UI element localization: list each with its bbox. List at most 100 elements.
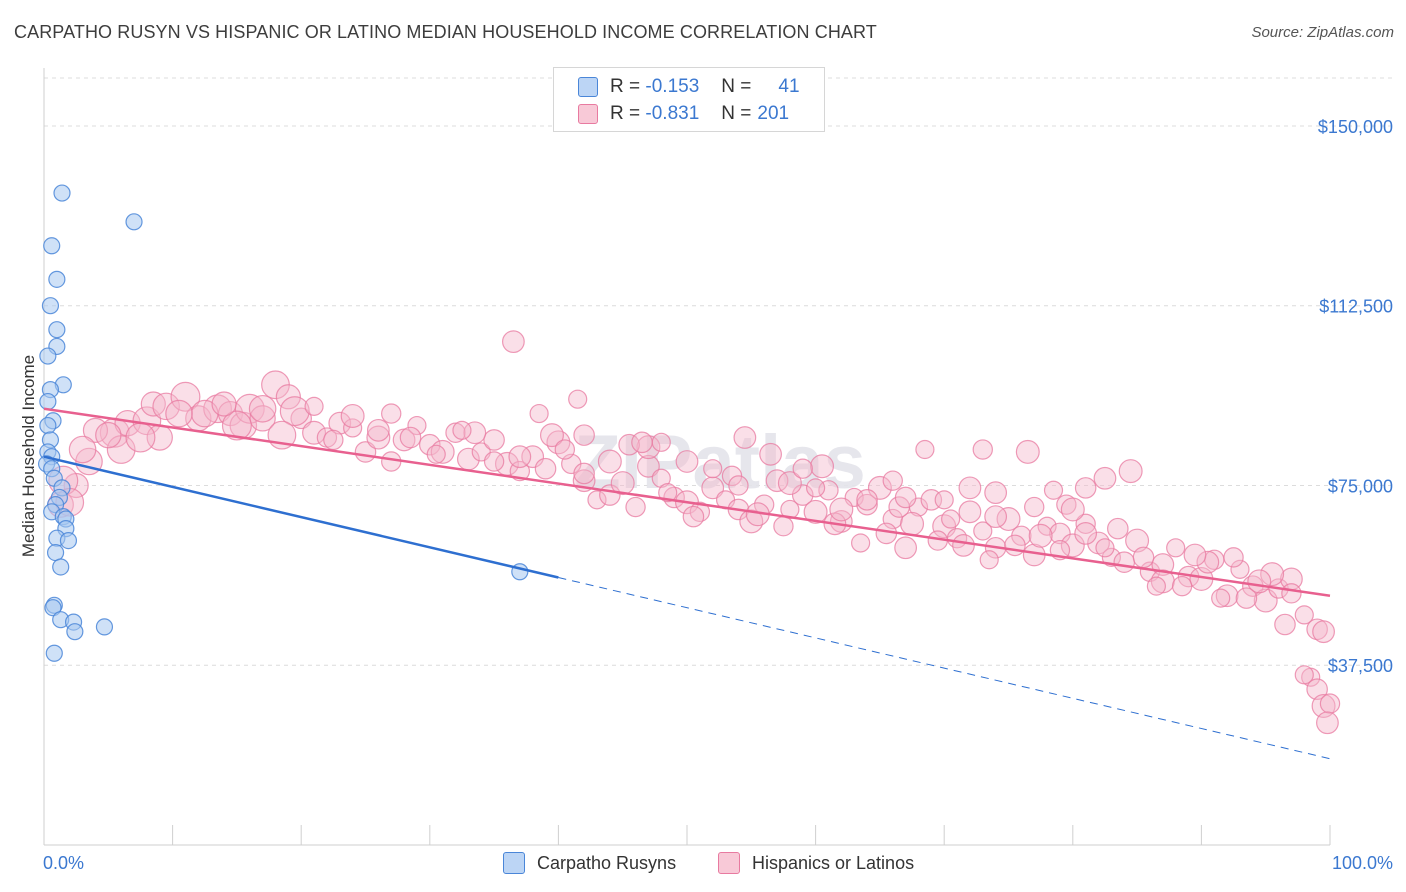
data-point-hispanics [1260,562,1285,587]
data-point-carpatho [48,321,66,339]
data-point-hispanics [805,478,826,498]
data-point-hispanics [856,493,878,516]
bottom-legend-carpatho: Carpatho Rusyns [503,852,676,874]
data-point-hispanics [221,410,252,441]
source-label: Source: ZipAtlas.com [1251,24,1394,41]
data-point-carpatho [66,623,84,641]
data-point-hispanics [1024,496,1045,518]
bottom-legend-swatch-pink [718,852,740,874]
data-point-carpatho [125,213,143,231]
data-point-hispanics [539,423,564,448]
data-point-hispanics [625,496,646,518]
series-hispanics-points [47,330,1341,735]
data-point-hispanics [463,421,487,445]
data-point-carpatho [52,558,70,576]
y-tick-label: $112,500 [1319,297,1393,317]
data-point-hispanics [915,439,935,460]
data-point-hispanics [426,444,446,464]
data-point-hispanics [170,381,201,412]
data-point-hispanics [958,500,982,524]
data-point-hispanics [803,499,828,524]
legend-n-value: 41 [778,76,800,97]
data-point-hispanics [587,490,607,510]
data-point-hispanics [1274,613,1296,636]
data-point-hispanics [894,486,917,509]
data-point-hispanics [984,505,1008,529]
x-tick-label-min: 0.0% [43,853,84,873]
legend-row-carpatho: R = -0.153 N = 41 [578,75,800,99]
data-point-hispanics [1101,547,1121,567]
data-point-hispanics [452,420,472,440]
data-point-hispanics [810,454,835,479]
data-point-carpatho [46,543,65,562]
legend-n-label: N = [721,103,752,124]
data-point-hispanics [1294,605,1314,625]
y-tick-label: $150,000 [1318,117,1393,137]
data-point-hispanics [958,476,982,500]
data-point-hispanics [508,445,532,469]
y-tick-label: $75,000 [1328,476,1393,496]
data-point-hispanics [1015,439,1040,464]
data-point-hispanics [1146,576,1166,596]
data-point-hispanics [894,536,918,560]
y-tick-label: $37,500 [1328,656,1393,676]
data-point-hispanics [95,421,122,449]
data-point-carpatho [44,599,62,617]
data-point-hispanics [1093,466,1117,490]
data-point-hispanics [739,509,764,534]
data-point-hispanics [1118,459,1143,484]
data-point-hispanics [851,533,871,553]
legend-row-hispanics: R = -0.831 N = 201 [578,102,789,126]
data-point-hispanics [856,489,878,511]
data-point-hispanics [1223,547,1244,568]
data-point-hispanics [125,422,156,453]
correlation-legend: R = -0.153 N = 41 R = -0.831 N = 201 [553,67,825,132]
data-point-hispanics [554,439,576,460]
data-point-hispanics [759,442,782,466]
data-point-hispanics [1107,517,1129,540]
data-point-carpatho [59,531,78,550]
data-point-hispanics [573,424,595,446]
data-point-hispanics [1247,569,1272,594]
data-point-hispanics [302,420,327,445]
data-point-hispanics [340,403,365,428]
data-point-hispanics [637,454,660,478]
trend-line-hispanics [43,407,1331,597]
data-point-hispanics [1095,538,1115,558]
data-point-hispanics [483,429,505,451]
data-point-hispanics [651,468,671,488]
data-point-hispanics [867,475,892,500]
data-point-hispanics [366,418,390,442]
bottom-legend-label-hispanics: Hispanics or Latinos [752,852,915,873]
data-point-hispanics [304,396,324,416]
data-point-carpatho [95,618,114,636]
legend-r-label: R = [610,76,641,97]
data-point-carpatho [39,347,57,365]
data-point-hispanics [152,392,180,421]
data-point-hispanics [972,439,993,460]
legend-n-value: 201 [757,103,790,124]
data-point-hispanics [631,431,653,454]
legend-r-label: R = [610,103,641,124]
data-point-hispanics [366,425,391,450]
data-point-hispanics [1125,528,1150,553]
data-point-hispanics [1074,477,1097,499]
data-point-hispanics [399,426,422,449]
data-point-hispanics [973,521,993,541]
data-point-hispanics [791,484,814,506]
data-point-hispanics [290,407,312,430]
data-point-hispanics [1235,587,1258,609]
bottom-legend-hispanics: Hispanics or Latinos [718,852,914,874]
data-point-hispanics [882,470,903,491]
data-point-hispanics [701,476,725,500]
data-point-hispanics [430,439,455,464]
legend-swatch-pink [578,104,598,124]
data-point-hispanics [568,389,588,409]
data-point-hispanics [323,429,344,451]
data-point-hispanics [829,497,854,522]
data-point-hispanics [165,399,193,428]
data-point-hispanics [651,432,671,452]
data-point-hispanics [1319,693,1341,714]
data-point-carpatho [39,392,57,411]
data-point-hispanics [68,435,97,464]
